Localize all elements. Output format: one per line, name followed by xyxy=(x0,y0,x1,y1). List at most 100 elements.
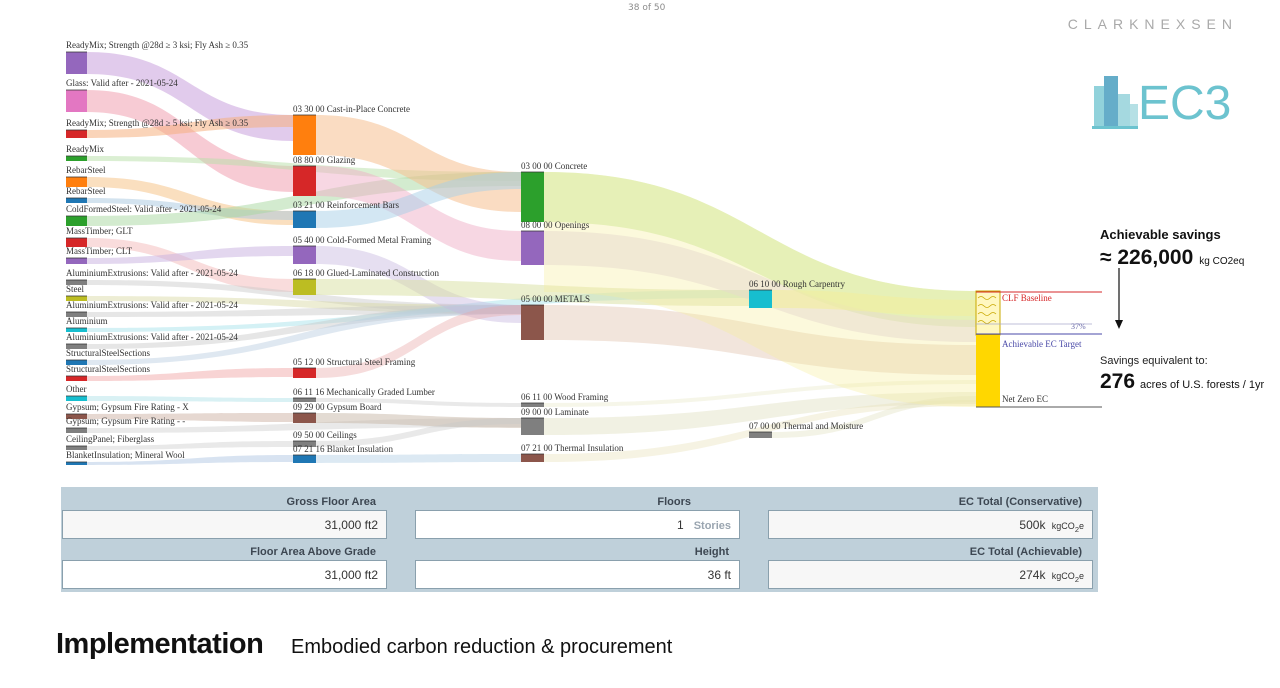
material-node-4 xyxy=(66,177,87,187)
material-label-10: Steel xyxy=(66,284,84,294)
ec-total-achievable-field[interactable]: 274k kgCO2e xyxy=(768,560,1093,589)
flow-division-5 xyxy=(544,400,976,462)
division-node-1 xyxy=(521,231,544,265)
savings-arrowhead-icon xyxy=(1115,320,1123,329)
section-node-1 xyxy=(293,166,316,196)
flow-material-9 xyxy=(87,280,521,314)
material-label-4: RebarSteel xyxy=(66,165,106,175)
material-label-1: Glass: Valid after - 2021-05-24 xyxy=(66,78,178,88)
unit-tail: e xyxy=(1078,521,1084,531)
gross-floor-area-field[interactable]: 31,000 ft2 xyxy=(62,510,387,539)
material-label-17: Gypsum; Gypsum Fire Rating - X xyxy=(66,402,189,412)
flow-material-14 xyxy=(87,305,521,365)
material-label-2: ReadyMix; Strength @28d ≥ 5 ksi; Fly Ash… xyxy=(66,118,249,128)
material-label-9: AluminiumExtrusions: Valid after - 2021-… xyxy=(66,268,238,278)
flow-material-13 xyxy=(87,305,521,349)
division-node-2 xyxy=(521,305,544,340)
target-bar-wave xyxy=(977,296,997,324)
section-node-8 xyxy=(293,441,316,447)
floors-label: Floors xyxy=(657,496,691,508)
ec-target-column: CLF Baseline Achievable EC Target Net Ze… xyxy=(975,268,1123,408)
implementation-subtitle: Embodied carbon reduction & procurement xyxy=(291,636,673,658)
material-node-11 xyxy=(66,312,87,317)
flow-material-20 xyxy=(87,455,293,465)
ec-total-achievable-unit: kgCO2e xyxy=(1051,571,1084,584)
section-label-7: 09 29 00 Gypsum Board xyxy=(293,402,382,412)
material-node-10 xyxy=(66,296,87,301)
material-node-8 xyxy=(66,258,87,264)
ec-total-conservative-label: EC Total (Conservative) xyxy=(958,496,1082,508)
section-node-0 xyxy=(293,115,316,155)
material-node-1 xyxy=(66,90,87,112)
material-node-5 xyxy=(66,198,87,203)
flow-division-2 xyxy=(544,305,976,375)
division-label-0: 03 00 00 Concrete xyxy=(521,161,587,171)
material-node-13 xyxy=(66,344,87,349)
division-node-5 xyxy=(521,454,544,462)
flow-section-9 xyxy=(316,454,521,463)
material-label-0: ReadyMix; Strength @28d ≥ 3 ksi; Fly Ash… xyxy=(66,40,249,50)
section-node-6 xyxy=(293,398,316,402)
sankey-nodes: ReadyMix; Strength @28d ≥ 3 ksi; Fly Ash… xyxy=(66,40,863,465)
flow-material-19 xyxy=(87,441,293,450)
flow-group-1 xyxy=(772,396,976,438)
material-label-7: MassTimber; GLT xyxy=(66,226,133,236)
floor-area-above-grade-field[interactable]: 31,000 ft2 xyxy=(62,560,387,589)
material-label-8: MassTimber; CLT xyxy=(66,246,133,256)
page-number: 38 of 50 xyxy=(628,3,666,13)
material-node-14 xyxy=(66,360,87,365)
material-label-19: CeilingPanel; Fiberglass xyxy=(66,434,155,444)
unit-text: kgCO xyxy=(1051,571,1075,581)
section-node-7 xyxy=(293,413,316,423)
flow-material-8 xyxy=(87,246,293,264)
material-node-15 xyxy=(66,376,87,381)
division-label-2: 05 00 00 METALS xyxy=(521,294,590,304)
unit-sub: 2 xyxy=(1074,574,1079,584)
section-node-5 xyxy=(293,368,316,378)
net-zero-label: Net Zero EC xyxy=(1002,394,1048,404)
material-label-3: ReadyMix xyxy=(66,144,104,154)
material-node-18 xyxy=(66,428,87,433)
implementation-title: Implementation xyxy=(56,628,264,660)
division-label-3: 06 11 00 Wood Framing xyxy=(521,392,609,402)
flow-section-7 xyxy=(316,413,521,428)
section-label-3: 05 40 00 Cold-Formed Metal Framing xyxy=(293,235,432,245)
flow-section-2 xyxy=(316,172,521,228)
material-label-5: RebarSteel xyxy=(66,186,106,196)
flow-section-5 xyxy=(316,305,521,378)
flow-material-7 xyxy=(87,238,293,292)
savings-amount: ≈ 226,000 xyxy=(1100,246,1194,269)
gross-floor-area-label: Gross Floor Area xyxy=(286,496,376,508)
equivalent-title: Savings equivalent to: xyxy=(1100,355,1208,367)
flow-section-6 xyxy=(316,398,521,407)
material-node-17 xyxy=(66,414,87,419)
section-node-2 xyxy=(293,211,316,228)
section-node-4 xyxy=(293,279,316,295)
floors-suffix: Stories xyxy=(693,520,731,532)
flow-material-10 xyxy=(87,296,521,314)
savings-value: ≈ 226,000 kg CO2eq xyxy=(1100,246,1244,270)
ec-total-achievable-label: EC Total (Achievable) xyxy=(969,546,1082,558)
unit-text: kgCO xyxy=(1051,521,1075,531)
division-label-4: 09 00 00 Laminate xyxy=(521,407,589,417)
material-label-20: BlanketInsulation; Mineral Wool xyxy=(66,450,185,460)
flow-overall xyxy=(544,172,976,407)
material-label-18: Gypsum; Gypsum Fire Rating - - xyxy=(66,416,185,426)
division-node-0 xyxy=(521,172,544,222)
section-label-1: 08 80 00 Glazing xyxy=(293,155,356,165)
flow-material-2 xyxy=(87,115,293,138)
height-field[interactable]: 36 ft xyxy=(415,560,740,589)
section-node-9 xyxy=(293,455,316,463)
material-label-11: AluminiumExtrusions: Valid after - 2021-… xyxy=(66,300,238,310)
floors-field[interactable]: 1 Stories xyxy=(415,510,740,539)
flow-material-15 xyxy=(87,368,293,381)
ec-total-achievable-value: 274k xyxy=(1019,568,1046,582)
group-node-1 xyxy=(749,432,772,438)
material-node-0 xyxy=(66,52,87,74)
ec-total-conservative-field[interactable]: 500k kgCO2e xyxy=(768,510,1093,539)
equivalent-value: 276 acres of U.S. forests / 1yr xyxy=(1100,370,1264,394)
height-label: Height xyxy=(694,546,729,558)
group-label-1: 07 00 00 Thermal and Moisture xyxy=(749,421,863,431)
material-node-3 xyxy=(66,156,87,161)
section-label-8: 09 50 00 Ceilings xyxy=(293,430,357,440)
